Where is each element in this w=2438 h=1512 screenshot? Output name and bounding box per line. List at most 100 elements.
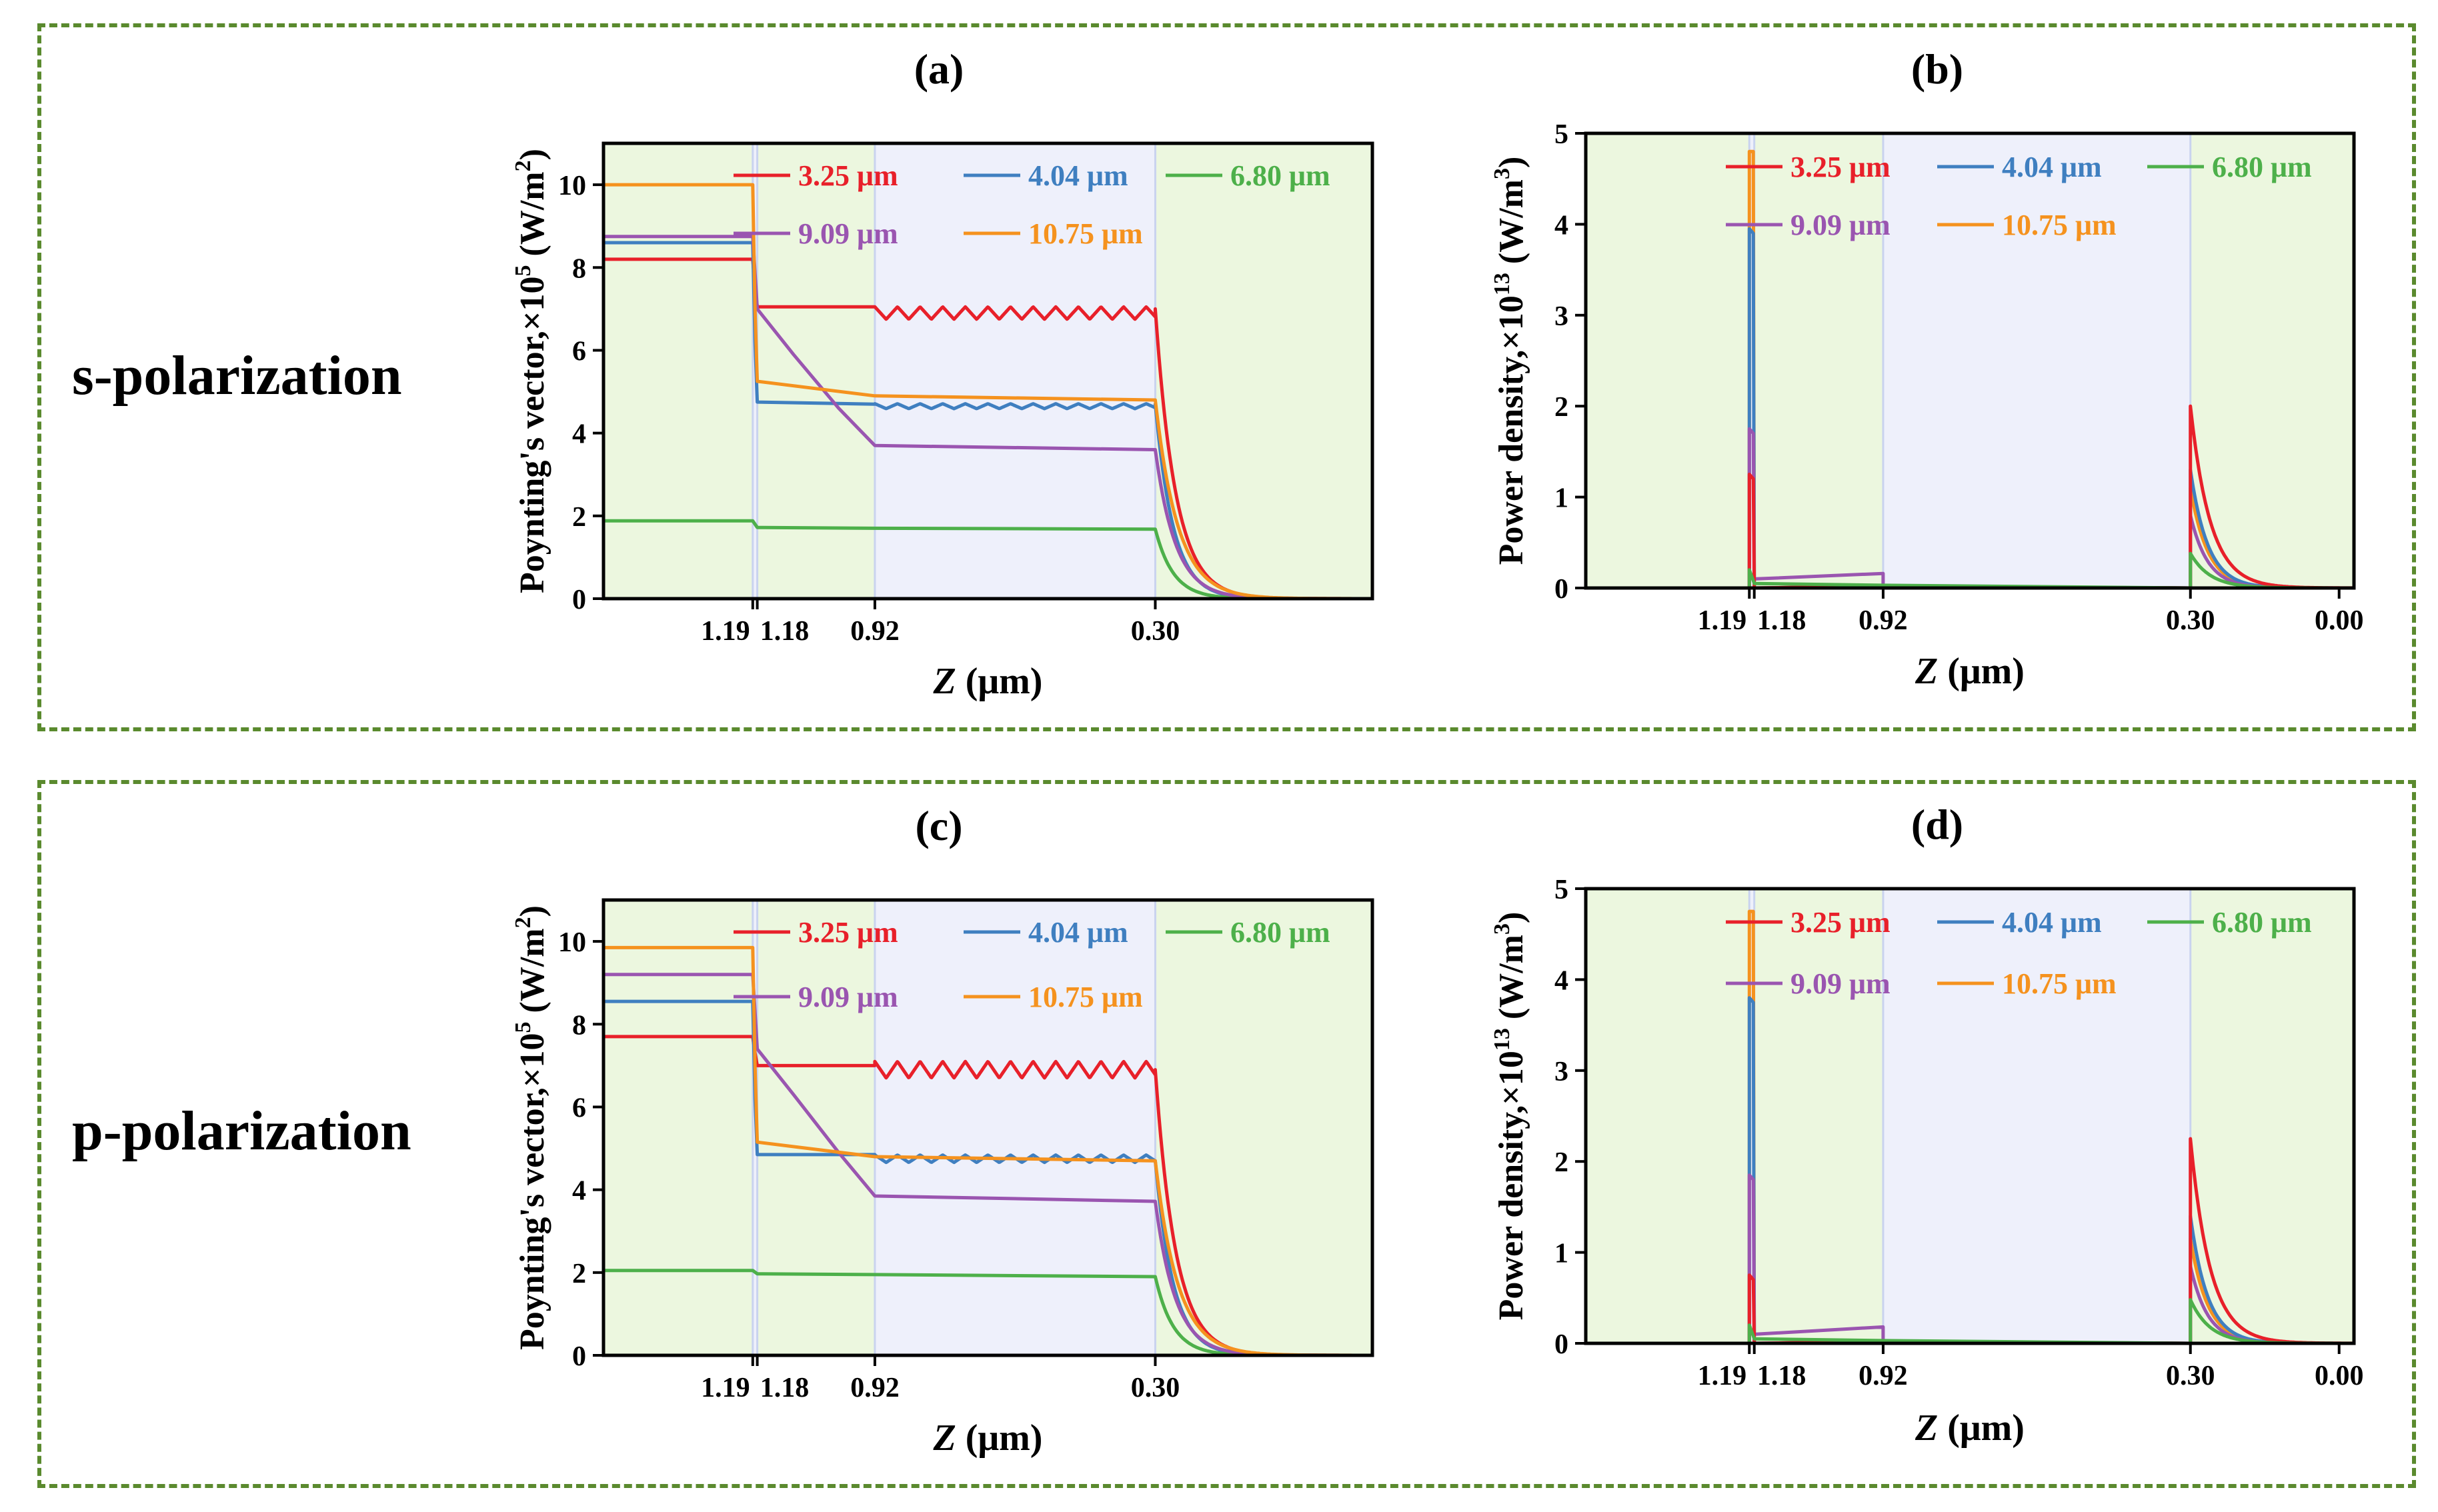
chart-b: 0 1 2 3 4 5 1.19 1.18 0.92 0.30 0.00 (b) Z (μm) Power…	[1490, 45, 2363, 692]
x-axis-label-unit: (μm)	[956, 661, 1043, 702]
region-green	[1586, 889, 1750, 1343]
region-blue	[1883, 133, 2191, 588]
legend-label-3-25: 3.25 μm	[1790, 151, 1891, 183]
region-blue	[1749, 889, 1754, 1343]
legend-label-3-25: 3.25 μm	[798, 159, 898, 192]
region-green	[1754, 133, 1883, 588]
x-axis-label-var: Z	[1915, 651, 1938, 692]
x-axis-label-var: Z	[933, 1417, 956, 1459]
y-axis-label: Power density,×1013 (W/m3)	[1490, 912, 1530, 1321]
y-axis-label-unit-exp: 3	[1490, 168, 1514, 179]
y-tick-label: 2	[1554, 392, 1568, 423]
chart-title: (d)	[1911, 801, 1963, 848]
region-green	[603, 143, 753, 599]
region-green	[1754, 889, 1883, 1343]
x-tick-label: 0.92	[1859, 1361, 1908, 1391]
y-tick-label: 1	[1554, 1239, 1568, 1269]
axes-frame	[601, 898, 1374, 1357]
x-tick-label: 1.19	[1698, 605, 1747, 636]
y-tick-label: 8	[572, 1010, 586, 1041]
legend-label-9-09: 9.09 μm	[798, 981, 898, 1013]
x-tick-label: 0.30	[1131, 1373, 1180, 1403]
x-tick-label: 0.30	[2166, 605, 2215, 636]
x-axis-label-var: Z	[1915, 1407, 1938, 1449]
x-tick-label: 1.18	[1757, 605, 1806, 636]
y-axis-label: Power density,×1013 (W/m3)	[1490, 157, 1530, 565]
region-blue	[874, 143, 1156, 599]
region-green	[757, 143, 875, 599]
axes-frame	[601, 141, 1374, 601]
region-green	[2190, 133, 2354, 588]
region-green	[1155, 143, 1372, 599]
legend-label-9-09: 9.09 μm	[798, 217, 898, 250]
y-tick-label: 4	[572, 419, 586, 450]
x-tick-label: 1.19	[1698, 1361, 1747, 1391]
legend-label-6-80: 6.80 μm	[1230, 916, 1330, 949]
x-axis-label-unit: (μm)	[956, 1417, 1043, 1459]
legend-label-9-09: 9.09 μm	[1790, 209, 1891, 241]
y-tick-label: 6	[572, 336, 586, 367]
y-axis-label-unit: (W/m	[513, 928, 551, 1021]
y-axis-label-end: )	[1492, 912, 1530, 923]
y-axis-label-unit-exp: 3	[1490, 923, 1514, 935]
y-tick-label: 0	[1554, 1329, 1568, 1360]
legend-label-10-75: 10.75 μm	[2002, 209, 2117, 241]
y-axis-label: Poynting's vector,×105 (W/m2)	[511, 905, 551, 1350]
region-green	[757, 900, 875, 1355]
x-axis-label-unit: (μm)	[1938, 1407, 2025, 1449]
y-tick-label: 2	[572, 502, 586, 533]
chart-title: (a)	[914, 45, 964, 93]
y-tick-label: 4	[1554, 965, 1568, 996]
legend-label-6-80: 6.80 μm	[1230, 159, 1330, 192]
y-axis-label-unit: (W/m	[513, 171, 551, 265]
chart-title: (c)	[915, 802, 962, 849]
x-tick-label: 0.92	[850, 1373, 900, 1403]
region-blue	[1749, 133, 1754, 588]
x-tick-label: 0.00	[2315, 605, 2364, 636]
x-tick-label: 0.92	[850, 616, 900, 647]
y-axis-label-exp: 13	[1490, 273, 1514, 295]
legend-label-4-04: 4.04 μm	[1028, 159, 1128, 192]
x-axis-label-var: Z	[933, 661, 956, 702]
y-axis-label-exp: 5	[511, 1021, 535, 1033]
legend-label-4-04: 4.04 μm	[2002, 906, 2102, 939]
legend-label-6-80: 6.80 μm	[2212, 151, 2312, 183]
y-axis-label: Poynting's vector,×105 (W/m2)	[511, 149, 551, 593]
axes-frame	[1584, 131, 2356, 590]
chart-c: 0 2 4 6 8 10 1.19 1.18 0.92 0.30 (c) Z (μm) Poynting…	[511, 802, 1374, 1459]
y-axis-label-text: Poynting's vector,×10	[513, 276, 551, 593]
legend-label-3-25: 3.25 μm	[1790, 906, 1891, 939]
x-tick-label: 1.19	[701, 1373, 750, 1403]
x-axis-label-unit: (μm)	[1938, 651, 2025, 692]
y-axis-label-unit: (W/m	[1492, 935, 1530, 1028]
y-tick-label: 2	[1554, 1147, 1568, 1178]
y-tick-label: 3	[1554, 1057, 1568, 1087]
y-tick-label: 0	[1554, 574, 1568, 605]
x-axis-label: Z (μm)	[933, 1417, 1043, 1459]
y-tick-label: 0	[572, 1341, 586, 1372]
y-tick-label: 4	[1554, 210, 1568, 241]
legend-label-4-04: 4.04 μm	[2002, 151, 2102, 183]
y-axis-label-end: )	[513, 149, 551, 160]
legend-label-10-75: 10.75 μm	[2002, 967, 2117, 1000]
y-tick-label: 0	[572, 585, 586, 615]
region-green	[2190, 889, 2354, 1343]
region-green	[603, 900, 753, 1355]
y-tick-label: 5	[1554, 875, 1568, 905]
region-blue	[874, 900, 1156, 1355]
legend-label-10-75: 10.75 μm	[1028, 217, 1143, 250]
y-tick-label: 10	[558, 927, 586, 958]
s-polarization-panel	[37, 23, 2416, 731]
chart-a: 0 2 4 6 8 10 1.19 1.18 0.92 0.30 (a) Z (μm) Poynting…	[511, 45, 1374, 702]
x-axis-label: Z (μm)	[1915, 1407, 2025, 1449]
y-tick-label: 6	[572, 1093, 586, 1123]
y-tick-label: 2	[572, 1259, 586, 1289]
y-axis-label-end: )	[1492, 157, 1530, 168]
x-tick-label: 1.19	[701, 616, 750, 647]
x-tick-label: 0.30	[2166, 1361, 2215, 1391]
y-axis-label-text: Poynting's vector,×10	[513, 1033, 551, 1349]
region-green	[1155, 900, 1372, 1355]
x-tick-label: 0.92	[1859, 605, 1908, 636]
axes-frame	[1584, 887, 2356, 1345]
